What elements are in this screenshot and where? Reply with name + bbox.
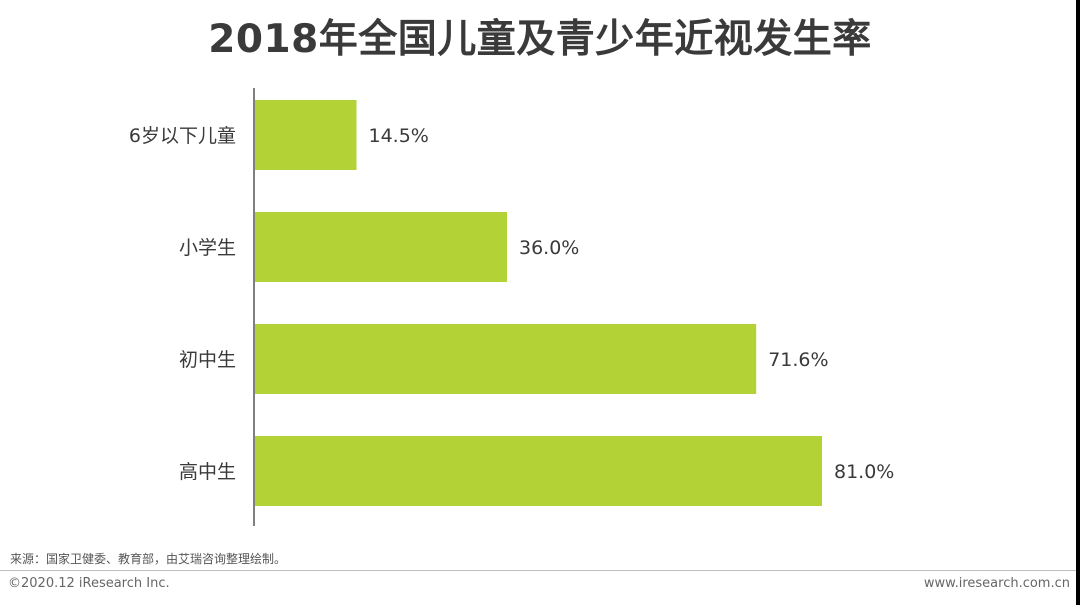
value-label: 71.6% [768, 349, 828, 371]
value-label: 36.0% [519, 237, 579, 259]
category-label: 高中生 [179, 461, 236, 483]
bar [255, 436, 822, 506]
bar-chart: 6岁以下儿童 14.5% 小学生 36.0% 初中生 71.6% 高中生 81.0% [129, 88, 894, 526]
category-label: 小学生 [179, 237, 236, 259]
bar [255, 324, 757, 394]
source-note: 来源：国家卫健委、教育部，由艾瑞咨询整理绘制。 [10, 552, 287, 566]
bar [255, 100, 357, 170]
footer-copyright: ©2020.12 iResearch Inc. [8, 576, 170, 591]
chart-title: 2018年全国儿童及青少年近视发生率 [208, 17, 872, 62]
footer-website: www.iresearch.com.cn [923, 576, 1070, 591]
bar [255, 212, 507, 282]
value-label: 14.5% [369, 125, 429, 147]
category-label: 6岁以下儿童 [129, 125, 236, 147]
category-label: 初中生 [179, 349, 236, 371]
footer-divider [0, 570, 1076, 571]
bars-layer: 6岁以下儿童 14.5% 小学生 36.0% 初中生 71.6% 高中生 81.0% [129, 100, 894, 506]
value-label: 81.0% [834, 461, 894, 483]
